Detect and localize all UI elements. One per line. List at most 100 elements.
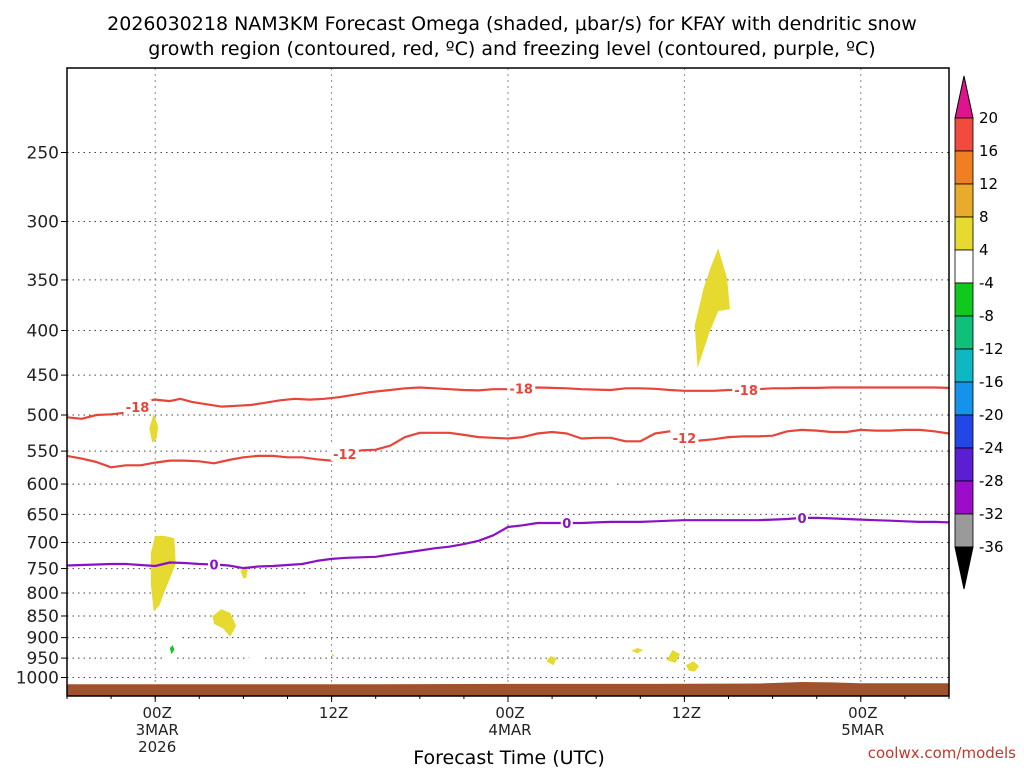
x-tick-label-0-2: 2026 xyxy=(138,738,176,756)
omega-plus-small-3 xyxy=(631,648,644,654)
colorbar-box-8 xyxy=(954,183,974,218)
omega-plus-small-4 xyxy=(666,650,680,663)
colorbar-label--28: -28 xyxy=(979,472,1004,490)
colorbar-box--16 xyxy=(954,348,974,383)
y-tick-label-800: 800 xyxy=(27,584,59,604)
colorbar-label-8: 8 xyxy=(979,208,989,226)
chart-title-line-1: 2026030218 NAM3KM Forecast Omega (shaded… xyxy=(107,13,917,35)
freezing-level-0-label-0: 0 xyxy=(209,559,218,574)
dgz-bottom-minus12-label-0: -12 xyxy=(333,448,357,463)
omega-plus-near-500 xyxy=(149,413,159,443)
colorbar-label-16: 16 xyxy=(979,142,998,160)
omega-minus-narrow xyxy=(608,451,616,512)
x-tick-label-3-0: 12Z xyxy=(672,704,701,722)
dgz-top-minus18-label-1: -18 xyxy=(509,382,533,397)
x-tick-label-4-0: 00Z xyxy=(848,704,877,722)
colorbar-label--4: -4 xyxy=(979,274,994,292)
colorbar-label--16: -16 xyxy=(979,373,1004,391)
y-tick-label-650: 650 xyxy=(27,505,59,525)
omega-plus-low-1 xyxy=(212,609,237,637)
colorbar-box--28 xyxy=(954,447,974,482)
omega-minus-low-2 xyxy=(247,653,264,666)
dgz-bottom-minus12-label-1: -12 xyxy=(673,432,697,447)
colorbar-label--20: -20 xyxy=(979,406,1004,424)
colorbar-bottom-arrow xyxy=(954,546,974,590)
y-tick-label-700: 700 xyxy=(27,533,59,553)
terrain-layer xyxy=(67,682,949,696)
x-tick-label-0-1: 3MAR xyxy=(136,721,179,739)
x-tick-label-1-0: 12Z xyxy=(319,704,348,722)
colorbar-box--8 xyxy=(954,282,974,317)
colorbar-label--36: -36 xyxy=(979,538,1004,556)
y-tick-label-850: 850 xyxy=(27,607,59,627)
omega-shading xyxy=(149,248,730,672)
omega-plus-small-2 xyxy=(546,656,557,666)
omega-minus-box xyxy=(305,581,320,600)
colorbar-box--24 xyxy=(954,414,974,449)
omega-plus-thin-streak xyxy=(240,566,248,579)
x-tick-label-2-1: 4MAR xyxy=(488,721,531,739)
y-tick-label-1000: 1000 xyxy=(16,669,59,689)
y-tick-label-750: 750 xyxy=(27,560,59,580)
y-tick-label-450: 450 xyxy=(27,366,59,386)
colorbar-label--12: -12 xyxy=(979,340,1004,358)
colorbar-box--12 xyxy=(954,315,974,350)
dgz-top-minus18-label-bg-1 xyxy=(507,380,536,396)
colorbar-box-12 xyxy=(954,150,974,185)
x-tick-label-4-1: 5MAR xyxy=(841,721,884,739)
colorbar-top-arrow xyxy=(954,75,974,119)
colorbar-box--32 xyxy=(954,480,974,515)
dgz-top-minus18-label-2: -18 xyxy=(734,384,758,399)
y-axis-ticks: 2503003504004505005506006507007508008509… xyxy=(16,144,67,689)
chart-title-line-2: growth region (contoured, red, ºC) and f… xyxy=(148,38,875,60)
colorbar-label-12: 12 xyxy=(979,175,998,193)
dgz-top-minus18-label-bg-0 xyxy=(123,399,152,415)
dgz-top-minus18-label-0: -18 xyxy=(126,401,150,416)
colorbar-box--20 xyxy=(954,381,974,416)
grid-lines xyxy=(67,68,949,696)
y-tick-label-600: 600 xyxy=(27,475,59,495)
y-tick-label-250: 250 xyxy=(27,144,59,164)
y-tick-label-400: 400 xyxy=(27,322,59,342)
colorbar-label--8: -8 xyxy=(979,307,994,325)
omega-plus-column-00z xyxy=(150,535,176,612)
colorbar: 20 16 12 8 4 -4 -8 -12 -16 -20 -24 -28 -32 -36 xyxy=(954,75,1004,590)
y-tick-label-500: 500 xyxy=(27,406,59,426)
colorbar-box-4 xyxy=(954,216,974,251)
dgz-top-minus18 xyxy=(66,386,950,420)
dgz-bottom-minus12-label-bg-1 xyxy=(670,429,699,445)
colorbar-box--4 xyxy=(954,249,974,284)
dgz-bottom-minus12-label-bg-0 xyxy=(330,445,359,461)
freezing-level-0-label-bg-2 xyxy=(796,509,808,525)
x-axis-label: Forecast Time (UTC) xyxy=(413,747,604,768)
colorbar-label--24: -24 xyxy=(979,439,1004,457)
y-tick-label-900: 900 xyxy=(27,629,59,649)
omega-plus-small-1 xyxy=(331,653,335,657)
omega-minus-low-1-core xyxy=(169,645,175,655)
freezing-level-0-label-bg-1 xyxy=(560,515,573,531)
colorbar-box--36 xyxy=(954,513,974,548)
dgz-top-minus18-label-bg-2 xyxy=(732,381,761,397)
y-tick-label-300: 300 xyxy=(27,213,59,233)
colorbar-label-4: 4 xyxy=(979,241,989,259)
contour-labels: -18 -18 -18 -12 -12 0 0 0 xyxy=(123,380,808,574)
freezing-level-0-label-1: 0 xyxy=(562,517,571,532)
colorbar-label--32: -32 xyxy=(979,505,1004,523)
x-tick-label-2-0: 00Z xyxy=(495,704,524,722)
x-tick-label-0-0: 00Z xyxy=(143,704,172,722)
y-tick-label-550: 550 xyxy=(27,442,59,462)
y-tick-label-950: 950 xyxy=(27,649,59,669)
ground-surface xyxy=(67,682,949,696)
dgz-bottom-minus12 xyxy=(66,428,950,469)
colorbar-box-16 xyxy=(954,117,974,152)
credit-text: coolwx.com/models xyxy=(868,744,1016,762)
y-tick-label-350: 350 xyxy=(27,271,59,291)
omega-plus-small-5 xyxy=(685,661,700,672)
omega-plus-upper-troposphere xyxy=(694,248,730,369)
freezing-level-0-label-2: 0 xyxy=(797,512,806,527)
colorbar-label-20: 20 xyxy=(979,109,998,127)
freezing-level-0-label-bg-0 xyxy=(208,556,220,572)
omega-minus-low-1 xyxy=(164,618,181,668)
